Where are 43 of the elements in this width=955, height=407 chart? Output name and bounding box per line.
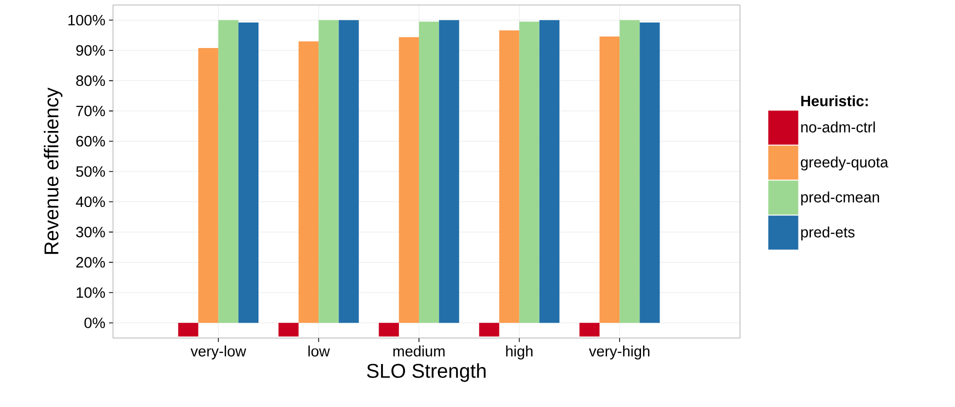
legend-title: Heuristic: xyxy=(801,95,868,106)
y-tick-label: 70% xyxy=(76,106,105,116)
y-tick-label: 20% xyxy=(76,257,105,268)
legend-label: no-adm-ctrl xyxy=(801,121,875,132)
bar xyxy=(418,22,440,323)
bar xyxy=(519,22,540,323)
y-tick-label: 50% xyxy=(76,166,105,177)
x-tick-label: medium xyxy=(393,346,445,356)
y-tick-label: 30% xyxy=(76,226,105,238)
bar xyxy=(198,48,218,323)
y-axis-title: Revenue efficiency xyxy=(44,88,62,254)
legend-label: pred-ets xyxy=(801,226,855,240)
bar xyxy=(499,30,520,323)
bar xyxy=(318,20,339,323)
bar xyxy=(539,20,560,323)
bar xyxy=(640,22,660,323)
y-tick-label: 40% xyxy=(76,196,105,208)
x-tick-label: very-low xyxy=(190,346,246,360)
bar xyxy=(439,20,460,323)
legend-label: pred-cmean xyxy=(801,191,880,206)
y-tick-label: 100% xyxy=(68,14,105,26)
bar xyxy=(238,22,258,323)
y-tick-label: 60% xyxy=(76,136,105,147)
y-tick-label: 0% xyxy=(84,318,105,328)
x-tick-label: low xyxy=(308,346,330,356)
bar xyxy=(298,41,319,323)
bar xyxy=(378,322,399,336)
bar xyxy=(479,322,500,336)
x-tick-label: high xyxy=(506,346,532,360)
y-tick-label: 80% xyxy=(76,75,105,86)
bar xyxy=(600,36,620,323)
bar xyxy=(620,20,640,323)
bar xyxy=(579,322,600,336)
bar xyxy=(278,322,299,336)
y-tick-label: 10% xyxy=(76,287,105,298)
bar xyxy=(338,20,359,323)
legend-label: greedy-quota xyxy=(800,156,888,170)
bar xyxy=(398,37,419,323)
x-tick-label: very-high xyxy=(588,346,650,360)
bar xyxy=(178,322,198,336)
bar xyxy=(218,20,238,323)
y-tick-label: 90% xyxy=(76,45,105,56)
x-axis-title: SLO Strength xyxy=(367,363,486,382)
